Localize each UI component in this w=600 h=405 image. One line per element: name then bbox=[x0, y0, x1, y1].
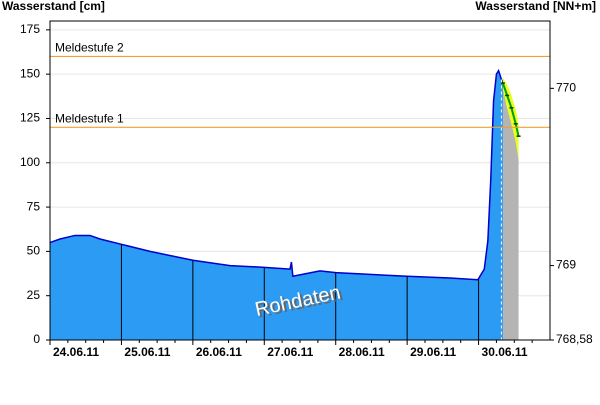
area bbox=[50, 70, 506, 340]
y-tick-label: 100 bbox=[20, 155, 40, 169]
y-tick-label: 150 bbox=[20, 66, 40, 80]
y-tick-label: 25 bbox=[27, 288, 41, 302]
x-tick-label: 29.06.11 bbox=[410, 345, 456, 359]
x-tick-label: 27.06.11 bbox=[267, 345, 313, 359]
y-tick-label: 125 bbox=[20, 111, 40, 125]
x-tick-label: 30.06.11 bbox=[482, 345, 528, 359]
forecast-base bbox=[502, 90, 519, 340]
threshold-label: Meldestufe 1 bbox=[55, 112, 124, 126]
x-tick-label: 26.06.11 bbox=[196, 345, 242, 359]
x-tick-label: 25.06.11 bbox=[124, 345, 170, 359]
y-tick-label: 50 bbox=[27, 244, 41, 258]
y-tick-label: 0 bbox=[33, 332, 40, 346]
y2-tick-label: 770 bbox=[556, 81, 576, 95]
y2-tick-label: 769 bbox=[556, 258, 576, 272]
threshold-label: Meldestufe 2 bbox=[55, 41, 124, 55]
y2-tick-label: 768,58 bbox=[556, 332, 593, 346]
forecast-band bbox=[502, 77, 519, 160]
y2-axis-title: Wasserstand [NN+m] bbox=[475, 0, 596, 13]
y-tick-label: 75 bbox=[27, 199, 41, 213]
y-tick-label: 175 bbox=[20, 22, 40, 36]
x-tick-label: 28.06.11 bbox=[339, 345, 385, 359]
y-axis-title: Wasserstand [cm] bbox=[2, 0, 105, 13]
x-tick-label: 24.06.11 bbox=[53, 345, 99, 359]
